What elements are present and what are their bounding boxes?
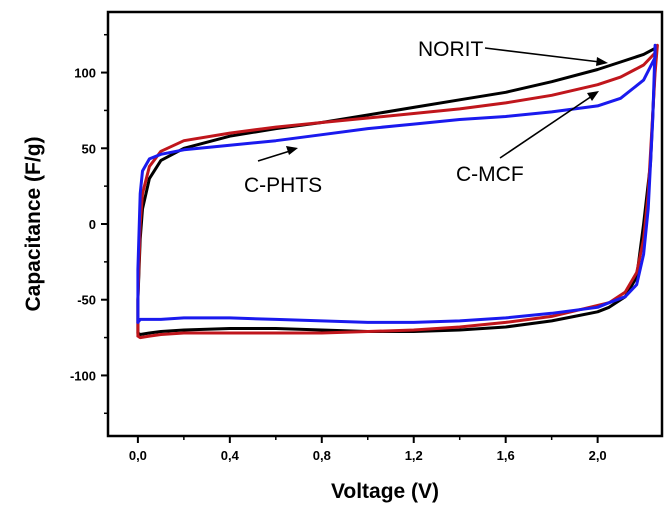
y-tick-label: 50 xyxy=(82,141,96,156)
annotations: NORIT C-MCF C-PHTS xyxy=(244,38,608,197)
x-tick-label: 0,4 xyxy=(221,448,240,463)
annotation-c-phts: C-PHTS xyxy=(244,174,322,197)
series-line-c-mcf xyxy=(136,43,659,340)
annotation-norit-arrow-line xyxy=(484,47,601,63)
x-tick-label: 0,0 xyxy=(129,448,147,463)
annotation-norit-arrowhead xyxy=(596,57,608,66)
x-axis-title: Voltage (V) xyxy=(331,480,439,503)
x-tick-label: 2,0 xyxy=(589,448,607,463)
x-axis-ticks: 0,0 0,4 0,8 1,2 1,6 2,0 xyxy=(129,436,607,463)
annotation-c-mcf-arrow-line xyxy=(499,95,593,159)
x-tick-label: 1,2 xyxy=(405,448,423,463)
y-tick-label: -50 xyxy=(77,293,96,308)
series-line-norit xyxy=(136,46,657,336)
y-tick-label: 100 xyxy=(74,66,96,81)
series-line-c-phts xyxy=(136,43,657,324)
annotation-c-phts-arrowhead xyxy=(286,146,298,155)
x-tick-label: 0,8 xyxy=(313,448,331,463)
annotation-c-mcf: C-MCF xyxy=(456,163,524,186)
series-curves xyxy=(136,43,659,340)
y-tick-label: 0 xyxy=(89,217,96,232)
annotation-c-mcf-arrowhead xyxy=(587,91,599,101)
annotation-c-phts-arrow-line xyxy=(257,150,291,162)
y-axis-title: Capacitance (F/g) xyxy=(22,136,45,311)
y-tick-label: -100 xyxy=(70,368,96,383)
annotation-norit: NORIT xyxy=(418,38,484,61)
y-axis-ticks: 100 50 0 -50 -100 xyxy=(70,33,108,415)
x-tick-label: 1,6 xyxy=(497,448,515,463)
